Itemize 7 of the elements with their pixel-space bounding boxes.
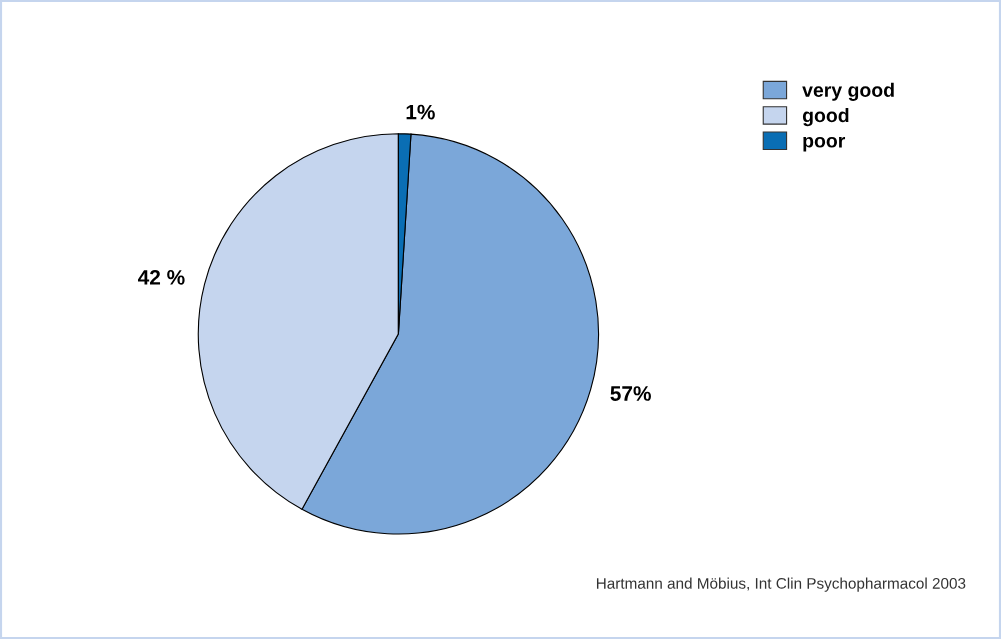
data-label: 42 % xyxy=(138,269,185,285)
text: Hartmann and Möbius, Int Clin Psychopharmacol 2003 xyxy=(596,577,966,592)
legend-label: very good xyxy=(802,82,894,101)
legend-label: poor xyxy=(803,136,846,152)
legend-label: good xyxy=(802,107,849,127)
data-label: 1% xyxy=(406,104,435,120)
data-label: 57% xyxy=(610,386,651,401)
